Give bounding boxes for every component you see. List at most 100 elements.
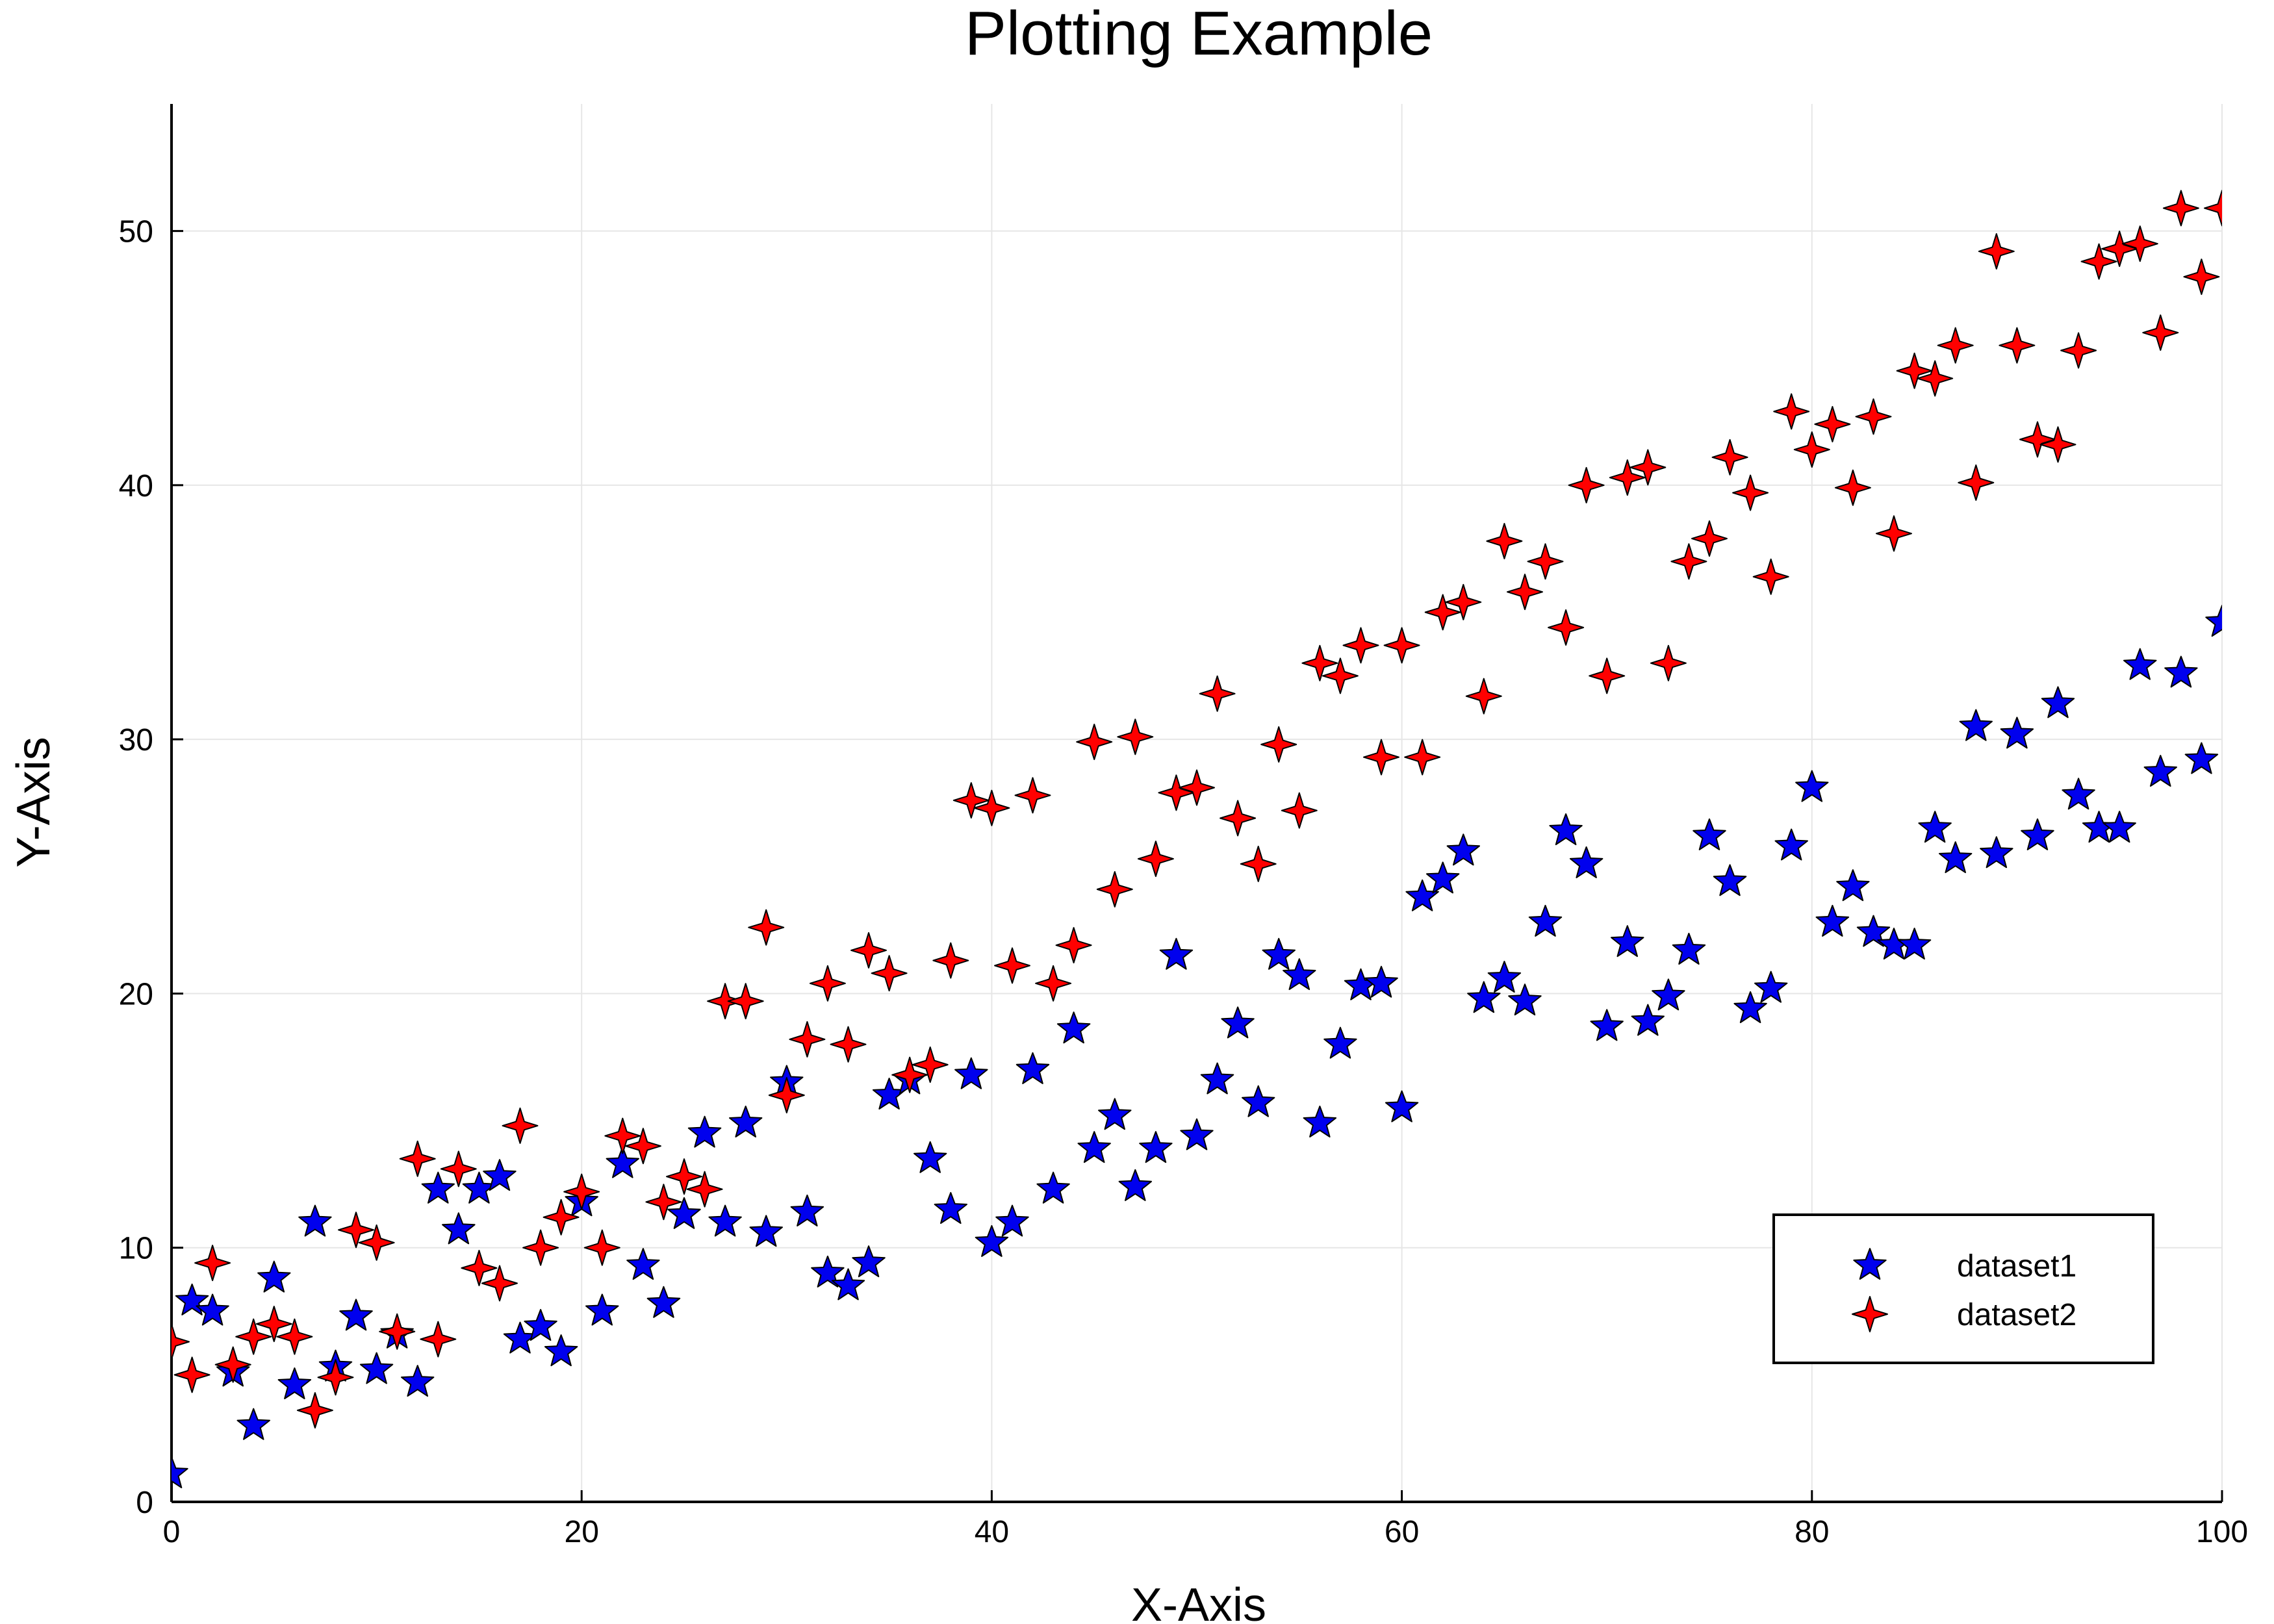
data-point	[1834, 469, 1871, 506]
data-point	[358, 1224, 395, 1261]
data-point	[1754, 971, 1788, 1003]
data-point	[1814, 406, 1851, 442]
data-point	[1242, 1085, 1275, 1117]
data-point	[1652, 978, 1685, 1011]
legend-marker	[1852, 1296, 1888, 1332]
data-point	[1732, 474, 1769, 511]
data-point	[1199, 675, 1236, 712]
data-point	[1323, 1026, 1357, 1059]
data-point	[563, 1173, 600, 1210]
data-point	[1795, 770, 1829, 802]
data-point	[481, 1265, 518, 1302]
data-point	[1876, 515, 1912, 552]
data-point	[1200, 1062, 1234, 1095]
data-point	[2142, 314, 2179, 351]
data-point	[954, 1057, 988, 1089]
data-point	[645, 1184, 682, 1221]
data-point	[1221, 1006, 1255, 1039]
data-point	[749, 1215, 783, 1247]
data-point	[1180, 1118, 1214, 1150]
data-point	[1281, 792, 1318, 829]
chart-title: Plotting Example	[965, 0, 1433, 68]
data-point	[831, 1268, 865, 1300]
data-point	[196, 1293, 229, 1326]
data-point	[913, 1141, 947, 1173]
data-point	[1016, 1052, 1050, 1084]
data-point	[442, 1212, 476, 1245]
data-point	[1363, 739, 1399, 776]
data-point	[789, 1021, 826, 1058]
data-point	[973, 789, 1010, 826]
data-point	[1322, 657, 1359, 694]
data-point	[1611, 925, 1644, 958]
data-point	[1137, 841, 1174, 878]
data-point	[727, 983, 764, 1020]
data-point	[1672, 932, 1706, 965]
data-point	[748, 909, 785, 946]
data-point	[952, 782, 990, 819]
data-point	[1774, 828, 1808, 861]
data-point	[1609, 459, 1646, 496]
data-point	[583, 1229, 620, 1266]
data-point	[1896, 352, 1933, 389]
data-point	[604, 1117, 641, 1154]
data-point	[585, 1293, 619, 1326]
data-point	[236, 1408, 270, 1440]
data-point	[175, 1283, 209, 1315]
data-point	[646, 1286, 681, 1318]
data-point	[1590, 1009, 1624, 1041]
legend-box	[1772, 1213, 2154, 1364]
data-point	[276, 1318, 313, 1355]
data-point	[1465, 678, 1502, 715]
data-point	[2041, 686, 2075, 718]
data-point	[811, 1255, 845, 1288]
data-point	[2204, 190, 2222, 227]
data-point	[194, 1245, 231, 1282]
data-point	[1426, 861, 1460, 894]
data-point	[934, 1192, 967, 1224]
data-point	[1342, 627, 1379, 664]
data-point	[522, 1229, 559, 1266]
data-point	[1035, 965, 1072, 1002]
data-point	[686, 1171, 723, 1208]
data-point	[852, 1245, 886, 1278]
data-point	[1713, 864, 1747, 896]
data-point	[1793, 431, 1830, 468]
data-point	[850, 932, 887, 969]
data-point	[2123, 648, 2157, 680]
legend: dataset1 dataset2	[1772, 1213, 2154, 1364]
legend-marker-dataset2	[1852, 1296, 1888, 1332]
data-points	[172, 190, 2222, 1488]
data-point	[667, 1197, 701, 1229]
data-point	[1487, 961, 1522, 993]
x-tick-label: 60	[1385, 1515, 1419, 1549]
data-point	[891, 1056, 928, 1093]
data-point	[1446, 833, 1480, 866]
data-point	[2121, 225, 2158, 262]
x-axis-label: X-Axis	[1131, 1579, 1266, 1624]
data-point	[1569, 846, 1603, 878]
data-point	[524, 1309, 557, 1341]
data-point	[1589, 657, 1626, 694]
data-point	[399, 1140, 436, 1177]
data-point	[729, 1106, 763, 1137]
data-point	[1096, 871, 1133, 907]
data-point	[1445, 583, 1482, 620]
data-point	[1836, 869, 1870, 902]
data-point	[1959, 709, 1993, 741]
data-point	[2019, 421, 2056, 458]
data-point	[1056, 1011, 1091, 1044]
data-point	[1262, 937, 1296, 970]
data-point	[1139, 1131, 1173, 1163]
data-point	[1404, 739, 1441, 776]
data-point	[214, 1346, 251, 1383]
data-point	[1978, 233, 2015, 270]
data-point	[1364, 965, 1398, 998]
data-point	[1118, 1169, 1152, 1201]
data-point	[1507, 574, 1543, 611]
data-point	[483, 1159, 517, 1191]
data-point	[1385, 1090, 1419, 1123]
data-point	[1815, 904, 1850, 937]
data-point	[338, 1212, 374, 1249]
